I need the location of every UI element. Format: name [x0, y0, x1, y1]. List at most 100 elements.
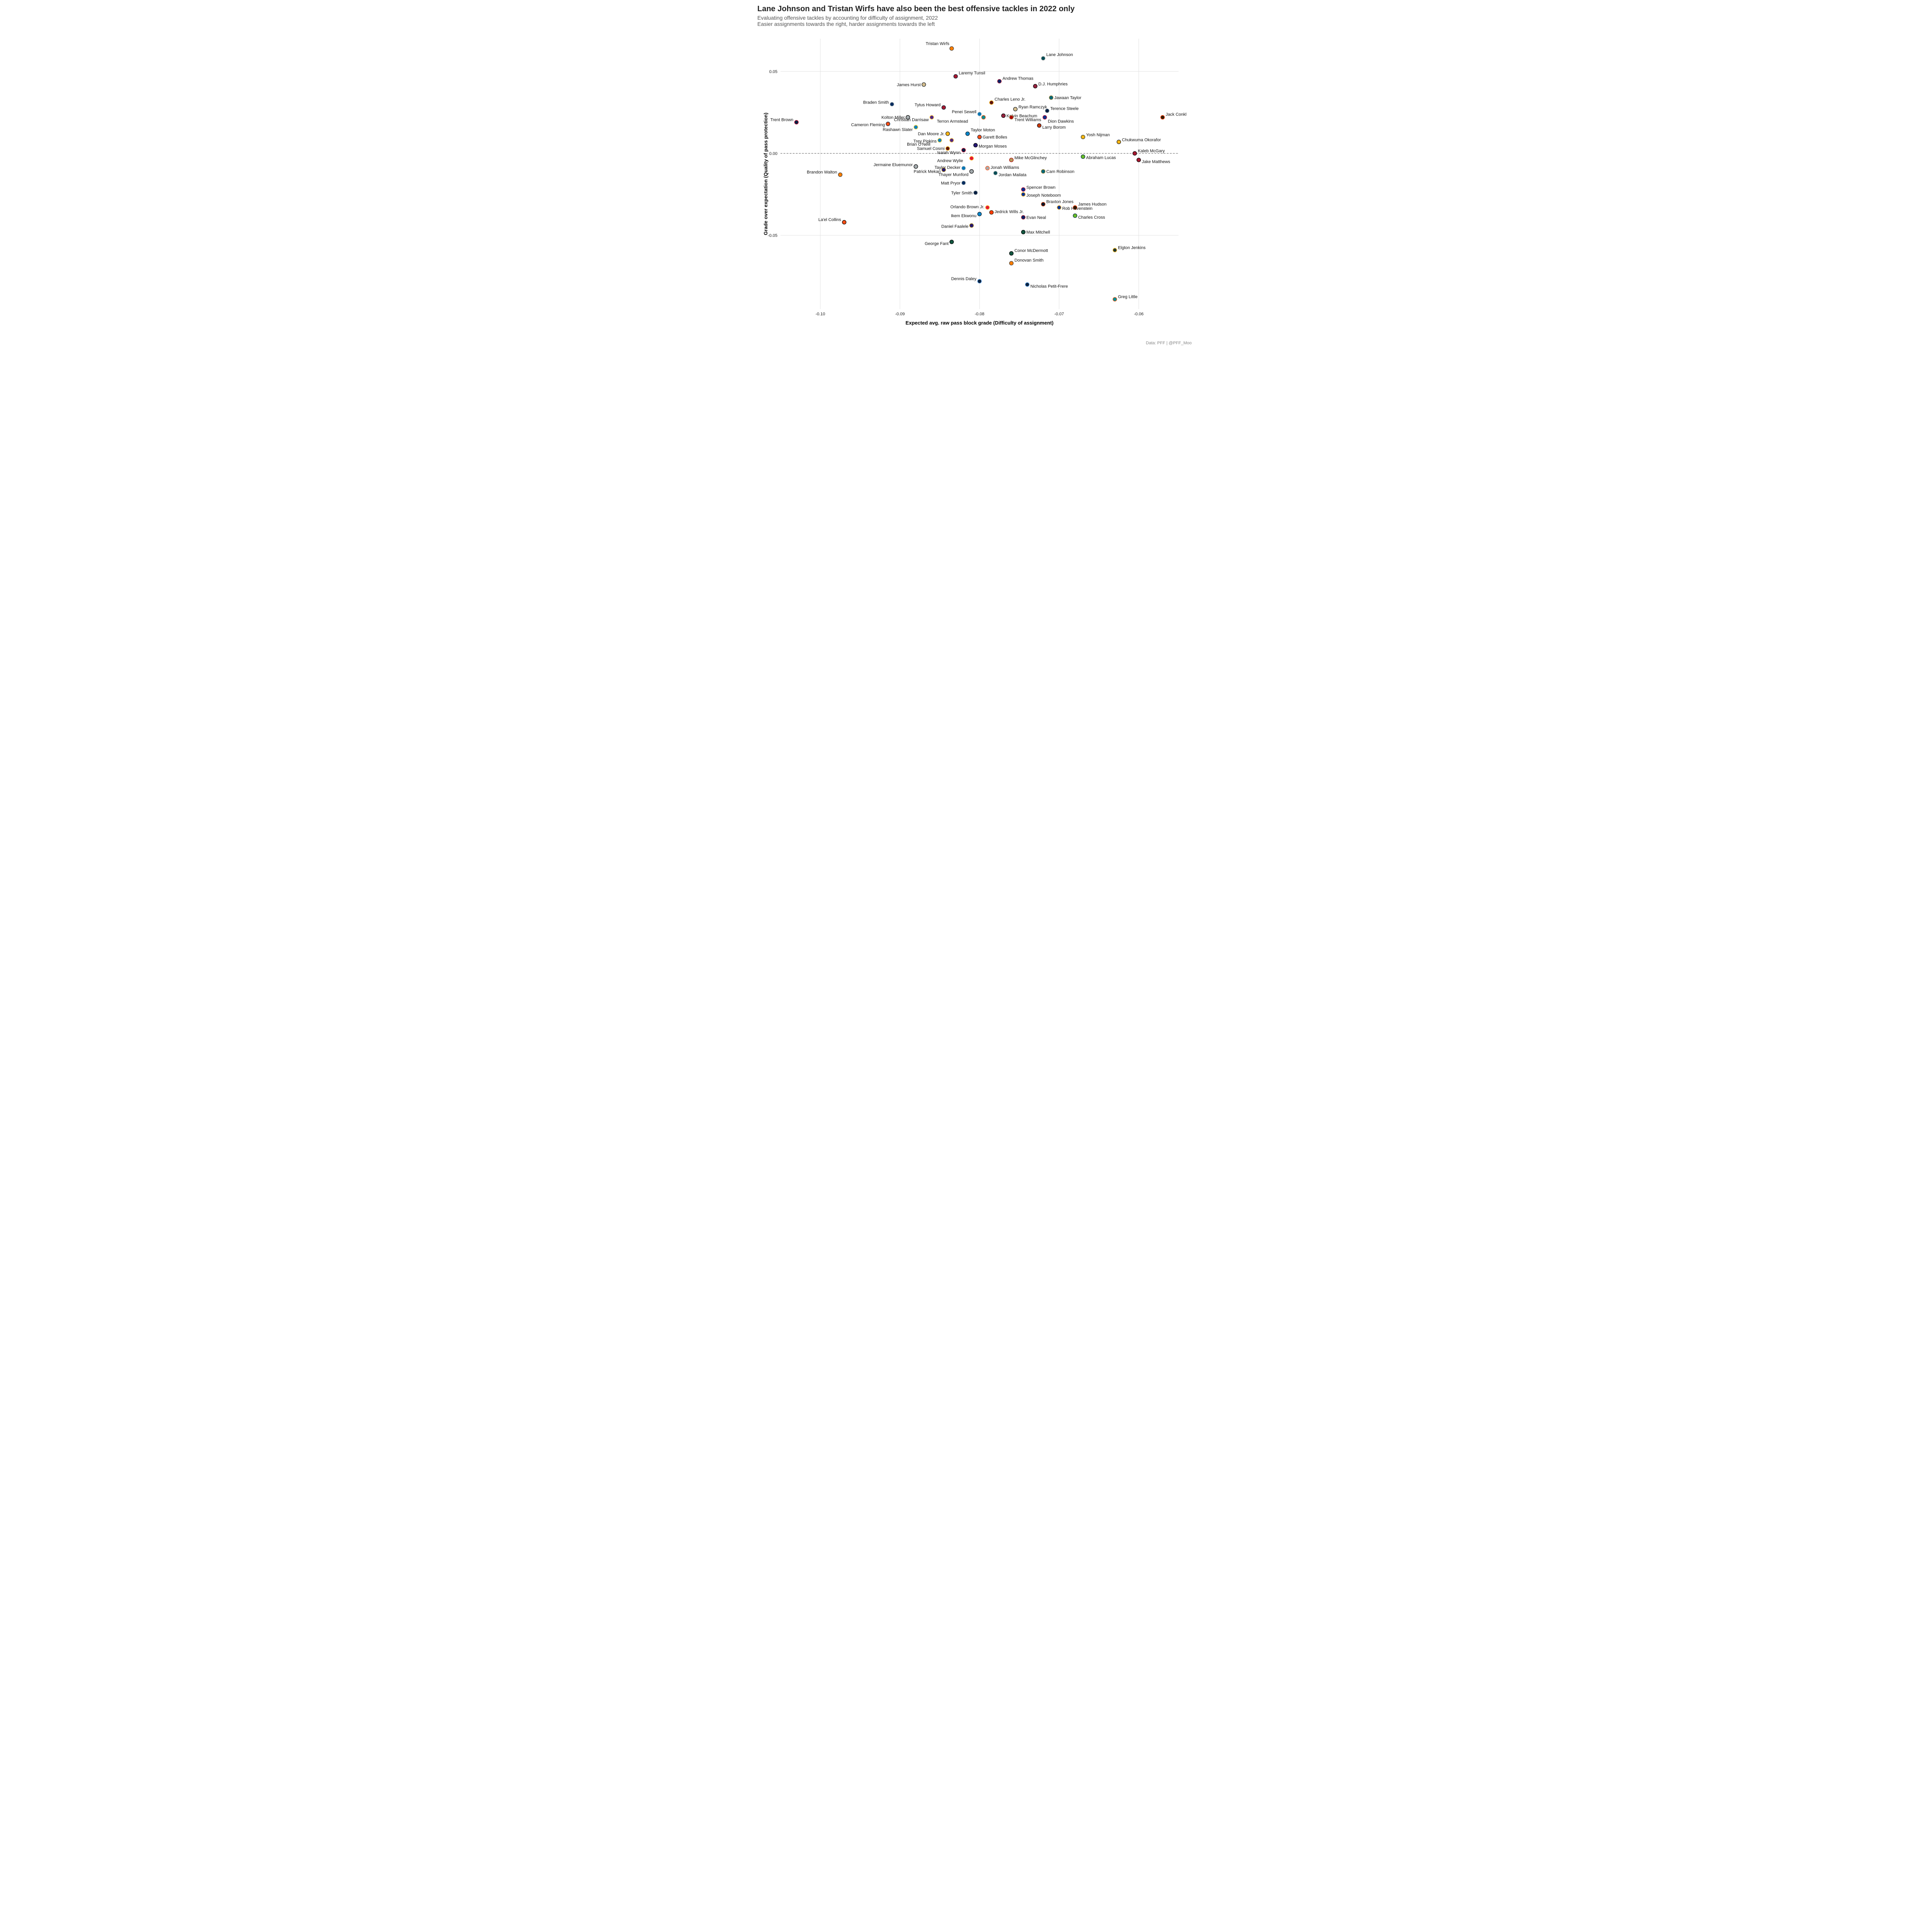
data-point: [1117, 140, 1121, 144]
data-point: [1041, 170, 1045, 173]
data-point: [981, 116, 985, 119]
data-point: [1161, 116, 1165, 119]
data-point: [838, 173, 842, 177]
data-point: [1045, 109, 1049, 113]
data-label: George Fant: [925, 242, 949, 246]
data-label: Patrick Mekari: [914, 169, 941, 174]
data-label: Andrew Wylie: [937, 159, 963, 163]
data-point: [942, 168, 946, 172]
data-label: Ryan Ramczyk: [1019, 105, 1047, 109]
data-label: Cameron Fleming: [851, 123, 885, 128]
data-point: [1041, 202, 1045, 206]
data-point: [890, 102, 894, 106]
data-point: [914, 165, 918, 168]
data-point: [950, 240, 954, 244]
data-label: Max Mitchell: [1026, 230, 1050, 235]
data-point: [1137, 158, 1141, 162]
data-point: [794, 120, 798, 124]
data-point: [1021, 187, 1025, 191]
data-point: [1081, 155, 1085, 158]
data-point: [946, 132, 950, 136]
data-label: Larry Borom: [1043, 125, 1066, 130]
data-point: [978, 112, 981, 116]
data-label: Lane Johnson: [1046, 53, 1073, 57]
data-label: Rashawn Slater: [883, 128, 913, 132]
data-point: [974, 143, 978, 147]
data-label: Abraham Lucas: [1086, 155, 1116, 160]
data-point: [986, 166, 990, 170]
data-point: [990, 211, 993, 214]
data-label: Andrew Thomas: [1003, 76, 1034, 81]
data-point: [974, 191, 978, 195]
data-label: Mike McGlinchey: [1014, 156, 1047, 160]
data-label: Isaiah Wynn: [937, 150, 960, 155]
data-label: Jedrick Wills Jr.: [995, 210, 1024, 214]
data-point: [966, 132, 969, 136]
data-point: [1043, 116, 1047, 119]
data-point: [1033, 84, 1037, 88]
data-point: [1057, 206, 1061, 209]
data-point: [842, 220, 846, 224]
y-tick-label: 0.00: [769, 151, 777, 156]
data-label: Ikem Ekwonu: [951, 214, 976, 218]
data-label: Jack Conklin: [1166, 112, 1186, 117]
data-label: Kaleb McGary: [1138, 149, 1165, 153]
data-label: Yosh Nijman: [1086, 133, 1110, 138]
data-point: [978, 279, 981, 283]
data-label: Penei Sewell: [952, 110, 976, 114]
data-point: [1021, 230, 1025, 234]
data-label: Terron Armstead: [937, 119, 968, 124]
y-tick-label: -0.05: [768, 233, 777, 238]
data-point: [950, 46, 954, 50]
data-label: Spencer Brown: [1026, 185, 1055, 190]
data-label: Evan Neal: [1026, 215, 1046, 220]
data-label: Jordan Mailata: [998, 173, 1027, 177]
data-label: Terence Steele: [1050, 107, 1078, 111]
points-group: Tristan WirfsLane JohnsonLaremy TunsilAn…: [770, 41, 1186, 301]
data-label: Trent Williams: [1014, 118, 1041, 122]
data-point: [978, 135, 981, 139]
data-point: [1014, 107, 1017, 111]
data-point: [946, 146, 950, 150]
scatter-svg: -0.10-0.09-0.08-0.07-0.06-0.050.000.05Ex…: [761, 35, 1186, 328]
data-label: Cam Robinson: [1046, 170, 1075, 174]
data-label: Tyler Smith: [951, 191, 973, 196]
data-point: [1113, 248, 1117, 252]
data-point: [930, 116, 934, 119]
data-point: [1037, 124, 1041, 128]
data-point: [998, 79, 1002, 83]
data-label: Dan Moore Jr.: [918, 132, 945, 136]
data-label: Dennis Daley: [951, 277, 977, 281]
data-label: Braden Smith: [863, 100, 889, 105]
data-label: Rob Havenstein: [1062, 206, 1092, 211]
data-point: [1049, 96, 1053, 100]
y-axis-title: Grade over expectation (Quality of pass …: [763, 112, 769, 235]
x-tick-label: -0.07: [1054, 312, 1064, 316]
data-label: La'el Collins: [818, 218, 841, 222]
data-point: [1026, 282, 1029, 286]
data-label: Christian Darrisaw: [894, 118, 929, 122]
x-tick-label: -0.09: [895, 312, 905, 316]
data-point: [990, 100, 993, 104]
data-point: [942, 105, 946, 109]
data-point: [1133, 151, 1137, 155]
data-label: Taylor Moton: [971, 128, 995, 133]
y-tick-label: 0.05: [769, 70, 777, 74]
data-label: Jonah Williams: [991, 165, 1019, 170]
data-label: Jawaan Taylor: [1054, 96, 1081, 100]
data-label: Garett Bolles: [983, 135, 1007, 140]
data-label: Brian O'Neill: [907, 142, 930, 147]
data-label: Jermaine Eluemunor: [874, 163, 913, 167]
data-point: [1081, 135, 1085, 139]
data-label: Elgton Jenkins: [1118, 245, 1146, 250]
data-point: [938, 138, 942, 142]
data-point: [886, 122, 890, 126]
data-label: Morgan Moses: [979, 144, 1007, 149]
data-point: [914, 125, 918, 129]
data-point: [969, 224, 973, 228]
data-label: Nicholas Petit-Frere: [1031, 284, 1068, 289]
data-label: Tytus Howard: [915, 103, 940, 107]
data-label: Donovan Smith: [1014, 258, 1043, 263]
data-label: James Hurst: [897, 83, 921, 87]
data-point: [969, 156, 973, 160]
